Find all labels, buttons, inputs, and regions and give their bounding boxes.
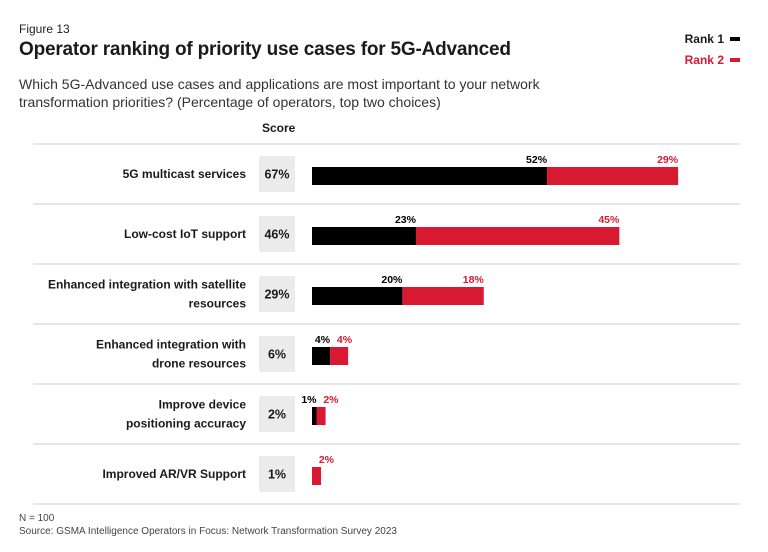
bar-rank2 bbox=[547, 167, 679, 185]
sample-size-note: N = 100 bbox=[19, 513, 55, 524]
score-value: 29% bbox=[264, 288, 289, 302]
score-box bbox=[259, 456, 295, 492]
category-label: Improve device positioning accuracy bbox=[126, 398, 246, 431]
bar-rank2 bbox=[415, 227, 620, 245]
value-label-rank2: 18% bbox=[463, 274, 485, 286]
category-label: Enhanced integration with drone resources bbox=[96, 338, 246, 371]
legend-swatch-rank2 bbox=[730, 57, 740, 62]
score-box bbox=[259, 156, 295, 192]
value-label-rank1: 23% bbox=[395, 214, 417, 226]
bar-rank2 bbox=[312, 467, 322, 485]
legend-label-rank2: Rank 2 bbox=[684, 52, 724, 67]
value-label-rank1: 4% bbox=[315, 334, 331, 346]
score-value: 2% bbox=[268, 408, 286, 422]
bar-rank2 bbox=[316, 407, 326, 425]
score-value: 1% bbox=[268, 468, 286, 482]
chart-title: Operator ranking of priority use cases f… bbox=[19, 39, 511, 60]
value-label-rank2: 2% bbox=[323, 394, 339, 406]
legend: Rank 1 Rank 2 bbox=[685, 28, 740, 70]
score-value: 46% bbox=[264, 228, 289, 242]
value-label-rank2: 2% bbox=[319, 454, 335, 466]
chart-subtitle: Which 5G-Advanced use cases and applicat… bbox=[19, 76, 540, 110]
bar-rank1 bbox=[312, 347, 331, 365]
score-box bbox=[259, 336, 295, 372]
value-label-rank1: 52% bbox=[526, 154, 548, 166]
value-label-rank1: 20% bbox=[381, 274, 403, 286]
bar-rank1 bbox=[312, 227, 416, 245]
category-label: Low-cost IoT support bbox=[124, 227, 246, 241]
value-label-rank2: 45% bbox=[598, 214, 620, 226]
score-value: 67% bbox=[264, 168, 289, 182]
bar-rank2 bbox=[330, 347, 349, 365]
category-label: 5G multicast services bbox=[123, 167, 247, 181]
category-label: Enhanced integration with satellite resou… bbox=[48, 278, 246, 311]
bar-rank1 bbox=[312, 287, 403, 305]
score-value: 6% bbox=[268, 348, 286, 362]
value-label-rank1: 1% bbox=[301, 394, 317, 406]
footnote: N = 100 Source: GSMA Intelligence Operat… bbox=[19, 512, 397, 538]
score-box bbox=[259, 396, 295, 432]
figure-label: Figure 13 bbox=[19, 22, 70, 36]
score-box bbox=[259, 216, 295, 252]
bar-rank2 bbox=[402, 287, 484, 305]
legend-swatch-rank1 bbox=[730, 36, 740, 41]
value-label-rank2: 4% bbox=[337, 334, 353, 346]
category-label: Improved AR/VR Support bbox=[102, 467, 246, 481]
legend-item-rank1: Rank 1 bbox=[685, 28, 740, 49]
bar-rank1 bbox=[312, 407, 317, 425]
score-box bbox=[259, 276, 295, 312]
legend-label-rank1: Rank 1 bbox=[684, 31, 724, 46]
legend-item-rank2: Rank 2 bbox=[685, 49, 740, 70]
value-label-rank2: 29% bbox=[657, 154, 679, 166]
source-note: Source: GSMA Intelligence Operators in F… bbox=[19, 526, 397, 537]
bar-rank1 bbox=[312, 167, 548, 185]
score-column-header: Score bbox=[262, 121, 296, 135]
